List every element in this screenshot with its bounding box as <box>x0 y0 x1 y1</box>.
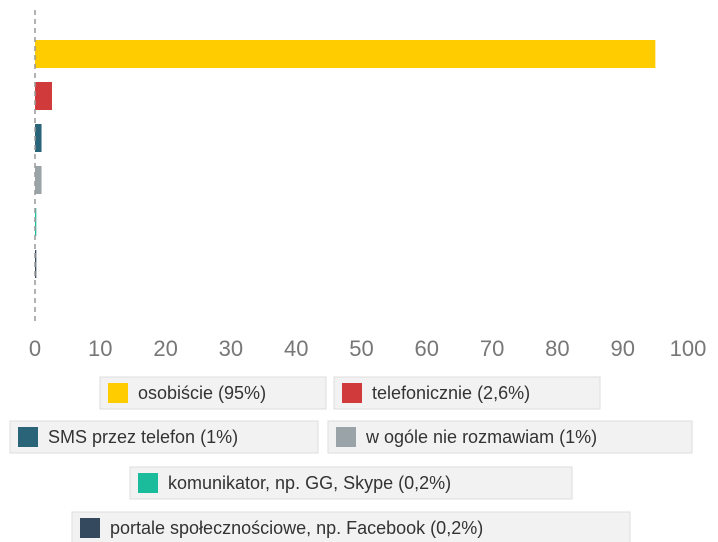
x-tick-label: 40 <box>284 336 308 361</box>
legend-label: SMS przez telefon (1%) <box>48 427 238 447</box>
legend-label: komunikator, np. GG, Skype (0,2%) <box>168 473 451 493</box>
x-tick-label: 60 <box>415 336 439 361</box>
legend-swatch <box>336 427 356 447</box>
legend-box <box>99 376 327 410</box>
x-tick-label: 30 <box>219 336 243 361</box>
legend-swatch <box>342 383 362 403</box>
x-tick-label: 20 <box>153 336 177 361</box>
legend-box <box>71 511 631 542</box>
x-tick-label: 50 <box>349 336 373 361</box>
x-tick-label: 100 <box>670 336 707 361</box>
bar <box>35 40 656 68</box>
x-tick-label: 90 <box>610 336 634 361</box>
legend-swatch <box>80 518 100 538</box>
legend-swatch <box>138 473 158 493</box>
x-tick-label: 0 <box>29 336 41 361</box>
bar <box>35 82 52 110</box>
legend-box <box>327 420 693 454</box>
legend-label: osobiście (95%) <box>138 383 266 403</box>
legend-label: w ogóle nie rozmawiam (1%) <box>365 427 597 447</box>
legend-box <box>9 420 319 454</box>
legend-swatch <box>108 383 128 403</box>
legend-label: telefonicznie (2,6%) <box>372 383 530 403</box>
x-tick-label: 10 <box>88 336 112 361</box>
bar <box>35 124 42 152</box>
legend-box <box>129 466 573 500</box>
legend-label: portale społecznościowe, np. Facebook (0… <box>110 518 483 538</box>
bar <box>35 166 42 194</box>
legend-box <box>333 376 601 410</box>
x-tick-label: 70 <box>480 336 504 361</box>
x-tick-label: 80 <box>545 336 569 361</box>
legend-swatch <box>18 427 38 447</box>
